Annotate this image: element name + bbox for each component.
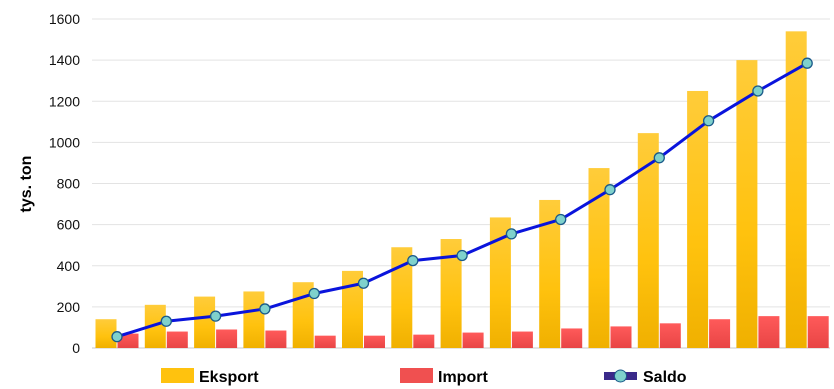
- bar-eksport: [588, 168, 610, 348]
- saldo-point: [259, 303, 271, 315]
- saldo-point: [555, 213, 567, 226]
- saldo-point: [160, 315, 172, 327]
- legend: Eksport Import Saldo: [161, 368, 687, 386]
- bar-import: [462, 332, 484, 348]
- bar-eksport: [637, 133, 659, 348]
- bar-import: [807, 316, 829, 348]
- saldo-point: [111, 331, 123, 343]
- bar-import: [758, 316, 780, 348]
- bar-eksport: [391, 247, 413, 348]
- legend-label-saldo: Saldo: [643, 369, 687, 386]
- bar-import: [314, 335, 336, 348]
- bar-import: [659, 323, 681, 348]
- legend-label-import: Import: [438, 369, 488, 386]
- bar-import: [561, 328, 583, 348]
- bar-eksport: [687, 90, 709, 348]
- bar-import: [610, 326, 632, 348]
- y-tick-label: 1000: [49, 134, 80, 150]
- bar-import: [216, 329, 238, 348]
- y-tick-label: 200: [57, 299, 81, 315]
- bar-eksport: [144, 304, 166, 348]
- legend-swatch-import: [400, 368, 433, 383]
- bar-import: [413, 334, 435, 348]
- saldo-point: [752, 85, 764, 97]
- bar-import: [709, 319, 731, 348]
- bar-import: [166, 331, 188, 348]
- bar-eksport: [489, 217, 511, 348]
- bar-eksport: [95, 319, 117, 348]
- saldo-point: [702, 115, 715, 127]
- y-tick-label: 800: [57, 176, 81, 192]
- saldo-point: [456, 249, 468, 262]
- saldo-point: [505, 228, 518, 240]
- bar-import: [511, 331, 533, 348]
- bar-eksport: [194, 296, 216, 348]
- bar-import: [364, 335, 385, 348]
- bar-import: [117, 333, 139, 348]
- bar-eksport: [342, 270, 363, 348]
- bars: [95, 31, 829, 349]
- legend-label-eksport: Eksport: [199, 369, 259, 386]
- bar-eksport: [785, 31, 807, 349]
- saldo-point: [604, 184, 616, 196]
- bar-eksport: [440, 239, 462, 348]
- saldo-point: [357, 277, 370, 289]
- bar-eksport: [539, 199, 561, 348]
- saldo-point: [308, 287, 320, 300]
- bar-eksport: [736, 60, 758, 348]
- y-tick-label: 1200: [49, 93, 80, 109]
- legend-marker-saldo: [614, 369, 627, 383]
- y-tick-label: 400: [57, 258, 81, 274]
- saldo-point: [209, 310, 222, 322]
- saldo-point: [801, 57, 813, 69]
- bar-import: [265, 330, 287, 348]
- y-tick-label: 1400: [49, 52, 80, 68]
- y-tick-label: 1600: [49, 11, 80, 27]
- y-axis-title: tys. ton: [18, 156, 35, 213]
- legend-swatch-eksport: [161, 368, 194, 383]
- y-tick-label: 600: [57, 217, 81, 233]
- y-axis: 0 200 400 600 800 1000 1200 1400 1600: [49, 11, 80, 356]
- bar-eksport: [243, 291, 265, 348]
- y-tick-label: 0: [72, 340, 80, 356]
- saldo-line: [111, 57, 813, 343]
- saldo-point: [407, 254, 419, 267]
- saldo-point: [653, 152, 665, 164]
